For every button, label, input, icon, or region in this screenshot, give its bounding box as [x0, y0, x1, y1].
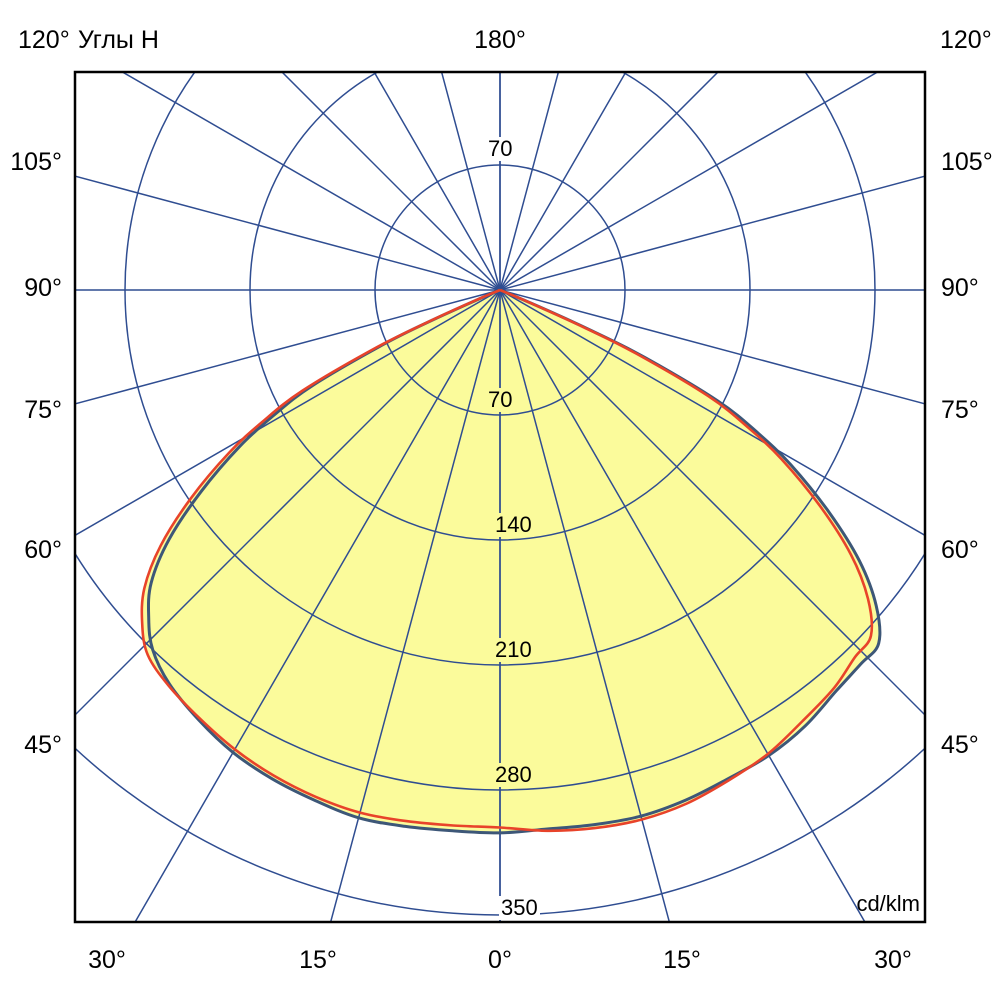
angle-label-left-60: 60° — [24, 536, 62, 564]
radial-tick-70-top: 70 — [486, 136, 515, 161]
angle-label-right-45: 45° — [941, 731, 979, 759]
angle-label-top-right: 120° — [940, 26, 992, 54]
unit-label: cd/klm — [856, 891, 920, 916]
radial-tick-350: 350 — [499, 895, 540, 920]
radial-tick-210: 210 — [493, 637, 534, 662]
angle-label-top-left: 120° — [18, 26, 70, 54]
page-title: Углы H — [78, 26, 159, 54]
radial-tick-70: 70 — [486, 387, 515, 412]
angle-label-bottom-left-15: 15° — [299, 946, 337, 974]
angle-label-bottom-right-15: 15° — [663, 946, 701, 974]
radial-tick-280: 280 — [493, 762, 534, 787]
angle-label-bottom-0: 0° — [488, 946, 512, 974]
angle-label-left-75: 75° — [24, 396, 62, 424]
angle-label-right-75: 75° — [941, 396, 979, 424]
radial-tick-140: 140 — [493, 512, 534, 537]
angle-label-right-105: 105° — [941, 148, 993, 176]
angle-label-right-90: 90° — [941, 274, 979, 302]
angle-label-top-center: 180° — [474, 26, 526, 54]
angle-label-left-105: 105° — [10, 148, 62, 176]
angle-label-bottom-right-30: 30° — [874, 946, 912, 974]
angle-label-right-60: 60° — [941, 536, 979, 564]
angle-label-bottom-left-30: 30° — [88, 946, 126, 974]
angle-label-left-45: 45° — [24, 731, 62, 759]
angle-label-left-90: 90° — [24, 274, 62, 302]
